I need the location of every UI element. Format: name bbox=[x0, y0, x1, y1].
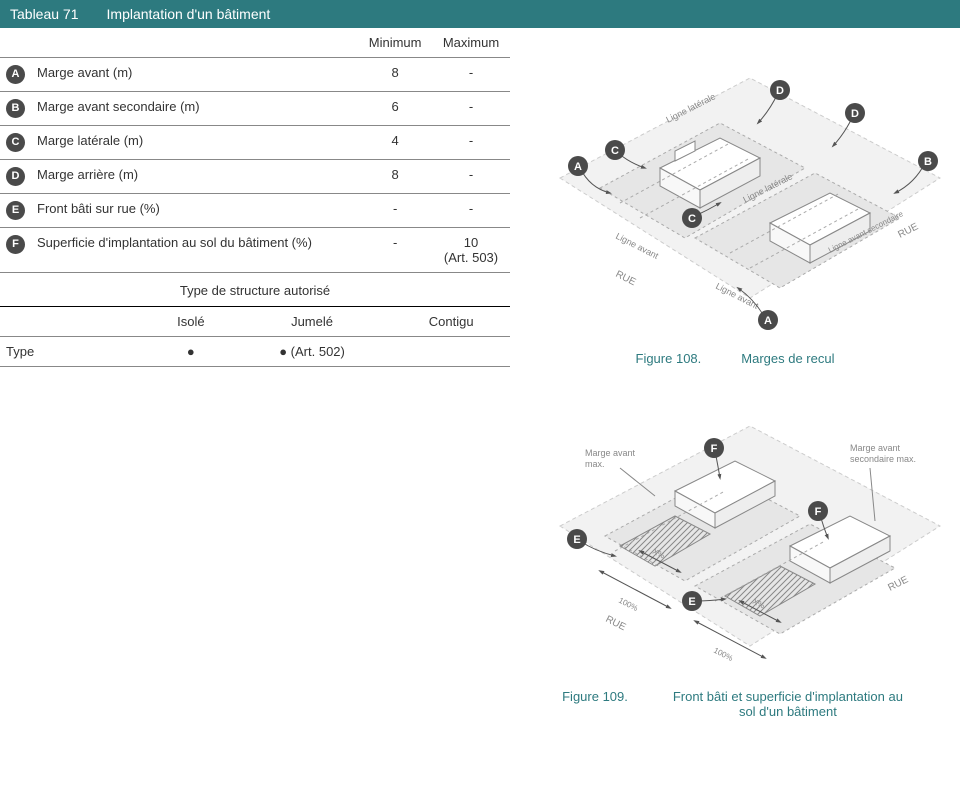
label-rue-4: RUE bbox=[886, 574, 910, 594]
row-min: - bbox=[358, 228, 432, 273]
table-row: CMarge latérale (m)4- bbox=[0, 126, 510, 160]
row-max: - bbox=[432, 160, 510, 194]
figure-109-label: Figure 109. bbox=[562, 689, 628, 719]
structure-col-contigu: Contigu bbox=[392, 307, 510, 337]
svg-text:C: C bbox=[611, 145, 619, 157]
row-min: 8 bbox=[358, 58, 432, 92]
row-label: Marge arrière (m) bbox=[31, 160, 358, 194]
row-badge: E bbox=[0, 194, 31, 228]
row-badge: F bbox=[0, 228, 31, 273]
row-min: 4 bbox=[358, 126, 432, 160]
figure-108-title: Marges de recul bbox=[741, 351, 834, 366]
table-number: Tableau 71 bbox=[10, 6, 79, 22]
structure-contigu bbox=[392, 337, 510, 367]
figure-109-title: Front bâti et superficie d'implantation … bbox=[668, 689, 908, 719]
structure-title: Type de structure autorisé bbox=[0, 273, 510, 306]
row-max: 10(Art. 503) bbox=[432, 228, 510, 273]
structure-table: Isolé Jumelé Contigu Type ● ● (Art. 502) bbox=[0, 306, 510, 367]
col-max: Maximum bbox=[432, 28, 510, 58]
row-badge: D bbox=[0, 160, 31, 194]
structure-col-blank bbox=[0, 307, 150, 337]
row-min: - bbox=[358, 194, 432, 228]
table-row: Type ● ● (Art. 502) bbox=[0, 337, 510, 367]
row-min: 6 bbox=[358, 92, 432, 126]
svg-text:B: B bbox=[924, 156, 932, 168]
table-row: EFront bâti sur rue (%)-- bbox=[0, 194, 510, 228]
row-label: Marge latérale (m) bbox=[31, 126, 358, 160]
row-badge: B bbox=[0, 92, 31, 126]
label-100pct-1: 100% bbox=[617, 596, 639, 613]
table-title: Implantation d'un bâtiment bbox=[107, 6, 271, 22]
figure-109-caption: Figure 109. Front bâti et superficie d'i… bbox=[520, 689, 950, 719]
row-max: - bbox=[432, 194, 510, 228]
row-min: 8 bbox=[358, 160, 432, 194]
col-label bbox=[31, 28, 358, 58]
label-marge-avant-sec-max: Marge avantsecondaire max. bbox=[850, 443, 916, 464]
table-row: AMarge avant (m)8- bbox=[0, 58, 510, 92]
row-label: Marge avant secondaire (m) bbox=[31, 92, 358, 126]
svg-text:C: C bbox=[688, 213, 696, 225]
row-label: Marge avant (m) bbox=[31, 58, 358, 92]
svg-text:D: D bbox=[776, 85, 784, 97]
svg-text:D: D bbox=[851, 108, 859, 120]
label-rue-2: RUE bbox=[896, 221, 920, 241]
structure-isole: ● bbox=[150, 337, 232, 367]
svg-text:F: F bbox=[815, 506, 822, 518]
figure-109-diagram: 100% X% 100% X% Marge avantmax. Marge av… bbox=[520, 396, 950, 676]
structure-jumele: ● (Art. 502) bbox=[232, 337, 393, 367]
col-min: Minimum bbox=[358, 28, 432, 58]
col-badge bbox=[0, 28, 31, 58]
figure-108-diagram: Ligne latérale Ligne latérale Ligne avan… bbox=[520, 38, 950, 338]
margins-table: Minimum Maximum AMarge avant (m)8-BMarge… bbox=[0, 28, 510, 273]
row-label: Front bâti sur rue (%) bbox=[31, 194, 358, 228]
row-badge: C bbox=[0, 126, 31, 160]
label-marge-avant-max: Marge avantmax. bbox=[585, 448, 636, 469]
svg-text:E: E bbox=[688, 596, 695, 608]
row-max: - bbox=[432, 92, 510, 126]
table-header: Tableau 71 Implantation d'un bâtiment bbox=[0, 0, 960, 28]
svg-text:F: F bbox=[711, 443, 718, 455]
structure-col-jumele: Jumelé bbox=[232, 307, 393, 337]
svg-text:E: E bbox=[573, 534, 580, 546]
table-row: DMarge arrière (m)8- bbox=[0, 160, 510, 194]
svg-text:A: A bbox=[764, 315, 772, 327]
structure-row-label: Type bbox=[0, 337, 150, 367]
svg-text:A: A bbox=[574, 161, 582, 173]
row-max: - bbox=[432, 58, 510, 92]
row-label: Superficie d'implantation au sol du bâti… bbox=[31, 228, 358, 273]
label-rue-3: RUE bbox=[604, 614, 628, 634]
row-max: - bbox=[432, 126, 510, 160]
table-row: FSuperficie d'implantation au sol du bât… bbox=[0, 228, 510, 273]
label-100pct-2: 100% bbox=[712, 646, 734, 663]
table-row: BMarge avant secondaire (m)6- bbox=[0, 92, 510, 126]
label-rue-1: RUE bbox=[614, 269, 638, 289]
structure-col-isole: Isolé bbox=[150, 307, 232, 337]
figure-108-caption: Figure 108. Marges de recul bbox=[520, 351, 950, 366]
row-badge: A bbox=[0, 58, 31, 92]
figure-108-label: Figure 108. bbox=[636, 351, 702, 366]
